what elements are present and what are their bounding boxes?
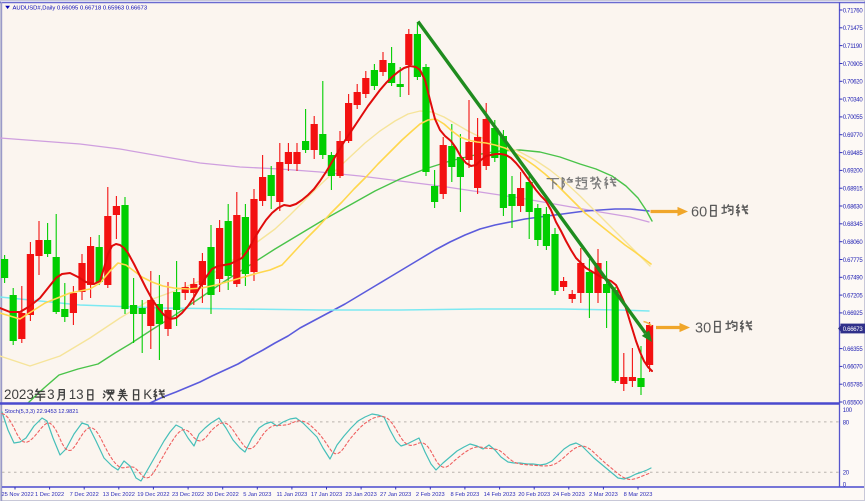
- svg-text:0.65785: 0.65785: [843, 383, 864, 389]
- svg-text:K: K: [143, 387, 152, 402]
- svg-text:2 Feb 2023: 2 Feb 2023: [416, 492, 445, 498]
- svg-text:60: 60: [691, 205, 707, 221]
- svg-text:0.68915: 0.68915: [843, 187, 864, 193]
- svg-text:80: 80: [843, 420, 850, 426]
- svg-text:Stoch(5,3,3) 22.9453 12.9821: Stoch(5,3,3) 22.9453 12.9821: [5, 409, 79, 415]
- svg-text:AUDUSD#,Daily 0.66095 0.66718: AUDUSD#,Daily 0.66095 0.66718 0.65963 0.…: [13, 6, 148, 12]
- svg-text:100: 100: [843, 408, 853, 414]
- svg-text:0.70905: 0.70905: [843, 62, 864, 68]
- svg-text:0.66355: 0.66355: [843, 347, 864, 353]
- svg-text:8 Feb 2023: 8 Feb 2023: [451, 492, 480, 498]
- svg-text:0.68345: 0.68345: [843, 222, 864, 228]
- svg-text:7 Dec 2022: 7 Dec 2022: [70, 492, 99, 498]
- svg-text:30 Dec 2022: 30 Dec 2022: [207, 492, 239, 498]
- svg-text:0.71760: 0.71760: [843, 8, 864, 14]
- svg-text:0.65500: 0.65500: [843, 400, 864, 406]
- svg-text:0.67205: 0.67205: [843, 293, 864, 299]
- svg-text:0.70055: 0.70055: [843, 115, 864, 121]
- svg-text:20 Feb 2023: 20 Feb 2023: [518, 492, 550, 498]
- svg-text:0.71190: 0.71190: [843, 44, 863, 50]
- svg-text:2 Mar 2023: 2 Mar 2023: [589, 492, 618, 498]
- svg-text:19 Dec 2022: 19 Dec 2022: [137, 492, 169, 498]
- svg-text:0.69485: 0.69485: [843, 151, 864, 157]
- svg-text:13 Dec 2022: 13 Dec 2022: [103, 492, 135, 498]
- svg-text:23 Jan 2023: 23 Jan 2023: [345, 492, 376, 498]
- svg-text:11 Jan 2023: 11 Jan 2023: [276, 492, 307, 498]
- svg-text:25 Nov 2022: 25 Nov 2022: [2, 492, 34, 498]
- svg-text:0.71475: 0.71475: [843, 26, 864, 32]
- svg-text:30: 30: [695, 321, 711, 337]
- svg-text:0.67775: 0.67775: [843, 258, 864, 264]
- svg-text:20: 20: [843, 471, 850, 477]
- svg-text:0.69200: 0.69200: [843, 169, 864, 175]
- svg-text:1 Dec 2022: 1 Dec 2022: [35, 492, 64, 498]
- svg-text:0.68630: 0.68630: [843, 204, 864, 210]
- svg-text:8 Mar 2023: 8 Mar 2023: [624, 492, 653, 498]
- svg-text:23 Dec 2022: 23 Dec 2022: [172, 492, 204, 498]
- svg-text:24 Feb 2023: 24 Feb 2023: [553, 492, 585, 498]
- svg-text:14 Feb 2023: 14 Feb 2023: [484, 492, 516, 498]
- svg-text:17 Jan 2023: 17 Jan 2023: [311, 492, 342, 498]
- svg-text:0.70620: 0.70620: [843, 80, 864, 86]
- svg-text:0: 0: [843, 483, 847, 489]
- svg-text:5 Jan 2023: 5 Jan 2023: [243, 492, 271, 498]
- svg-text:0.70340: 0.70340: [843, 97, 864, 103]
- svg-text:27 Jan 2023: 27 Jan 2023: [380, 492, 411, 498]
- svg-text:0.67490: 0.67490: [843, 276, 864, 282]
- svg-text:0.66673: 0.66673: [843, 327, 864, 333]
- svg-text:0.68060: 0.68060: [843, 240, 864, 246]
- svg-text:0.66925: 0.66925: [843, 311, 864, 317]
- svg-text:13: 13: [69, 387, 84, 402]
- svg-text:0.69770: 0.69770: [843, 133, 864, 139]
- svg-text:0.66070: 0.66070: [843, 365, 864, 371]
- svg-text:3: 3: [47, 387, 54, 402]
- svg-text:2023: 2023: [4, 387, 34, 402]
